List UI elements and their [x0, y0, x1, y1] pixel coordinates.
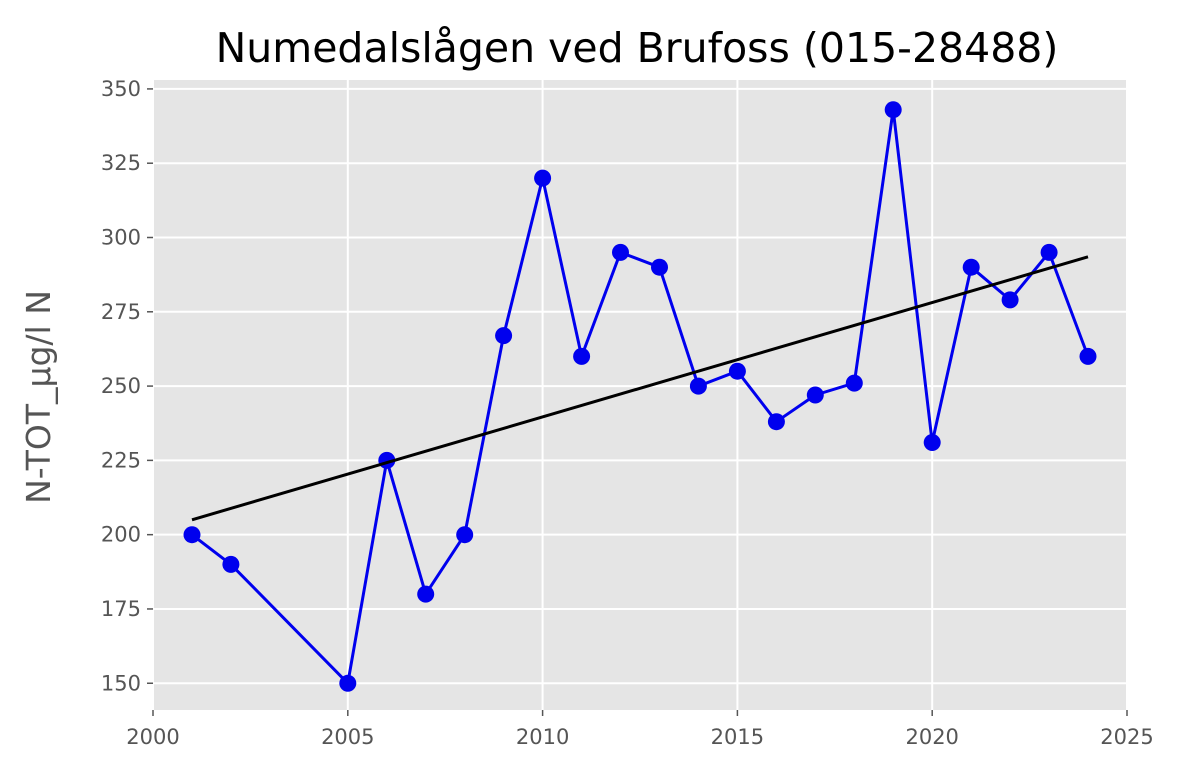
y-tick-label: 275 — [101, 300, 141, 324]
data-point — [884, 101, 902, 119]
y-axis-label: N-TOT_µg/l N — [19, 290, 58, 504]
series-line — [191, 108, 1090, 685]
data-point — [417, 585, 435, 603]
data-point — [962, 258, 980, 276]
data-point — [923, 434, 941, 451]
data-point — [728, 362, 746, 380]
x-tick-label: 2005 — [321, 725, 374, 749]
data-point — [183, 526, 201, 544]
data-point — [1001, 291, 1019, 309]
data-point — [767, 413, 785, 431]
trend-line — [191, 255, 1089, 522]
y-tick-label: 350 — [101, 77, 141, 101]
y-tick-label: 325 — [101, 151, 141, 175]
series-2 — [191, 255, 1089, 522]
data-point — [573, 347, 591, 365]
y-tick-label: 225 — [101, 448, 141, 472]
series-1 — [183, 101, 1097, 692]
y-tick-label: 250 — [101, 374, 141, 398]
data-point — [534, 169, 552, 187]
axis-ticks: 2000 2005 2010 2015 2020 2025 150 175 200 225 250 2… — [101, 77, 1154, 749]
grid — [152, 80, 1128, 710]
data-point — [495, 327, 513, 345]
data-point — [806, 386, 824, 404]
data-point — [222, 555, 240, 573]
x-tick-label: 2015 — [711, 725, 764, 749]
data-point — [612, 243, 629, 261]
data-point — [339, 674, 357, 692]
y-tick-label: 150 — [101, 671, 141, 695]
data-point — [651, 258, 668, 276]
y-tick-label: 175 — [101, 597, 141, 621]
x-tick-label: 2000 — [126, 725, 179, 749]
x-tick-label: 2010 — [516, 725, 569, 749]
chart-title: Numedalslågen ved Brufoss (015-28488) — [216, 24, 1059, 72]
y-tick-label: 200 — [101, 523, 141, 547]
data-point — [689, 377, 707, 395]
data-point — [1040, 243, 1058, 261]
data-point — [1079, 347, 1097, 365]
data-point — [456, 526, 474, 544]
x-tick-label: 2020 — [905, 725, 958, 749]
plot-area — [153, 80, 1127, 710]
series-layer — [183, 101, 1097, 692]
y-tick-label: 300 — [101, 226, 141, 250]
x-tick-label: 2025 — [1100, 725, 1153, 749]
data-point — [845, 374, 863, 392]
